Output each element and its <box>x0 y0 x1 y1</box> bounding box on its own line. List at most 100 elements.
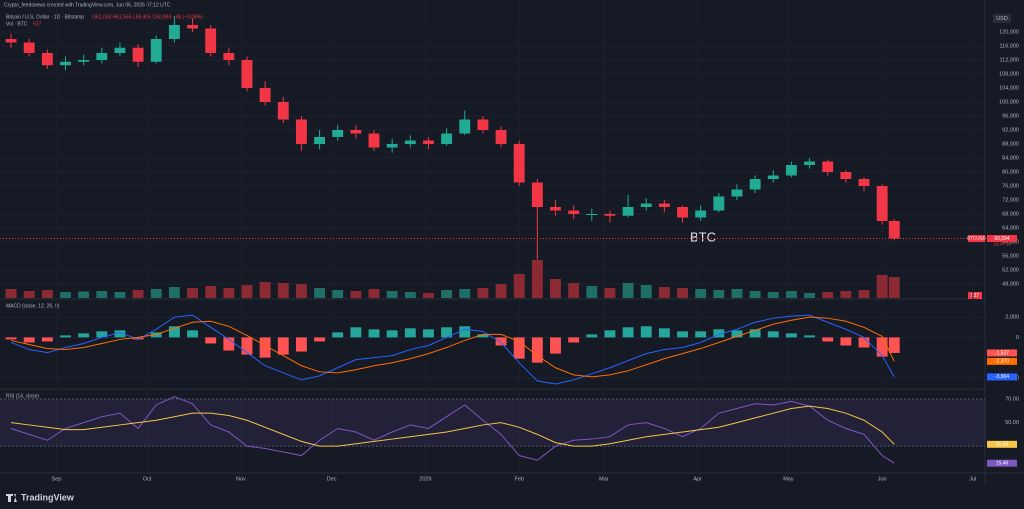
volume-bar <box>132 290 144 298</box>
candle-body <box>749 179 761 190</box>
macd-histogram-bar <box>459 326 471 338</box>
rsi-badge-text: 15.46 <box>996 461 1009 467</box>
y-tick-label: 70.00 <box>1005 397 1019 403</box>
macd-histogram-bar <box>277 337 289 355</box>
candle-body <box>531 182 543 207</box>
macd-histogram-bar <box>658 328 670 338</box>
rsi-title: RSI (14, close) <box>6 393 39 399</box>
candle-body <box>150 39 162 62</box>
candle-body <box>96 53 108 60</box>
candle-body <box>60 61 71 66</box>
volume-bar <box>477 288 489 298</box>
candle-body <box>423 140 434 144</box>
macd-histogram-bar <box>295 337 307 352</box>
macd-histogram-bar <box>477 334 489 338</box>
macd-histogram-bar <box>604 330 616 338</box>
rsi-band <box>0 399 985 447</box>
currency[interactable]: USD <box>996 16 1008 22</box>
volume-bar <box>713 290 725 298</box>
candle-body <box>295 119 307 144</box>
volume-bar <box>822 292 834 298</box>
macd-histogram-bar <box>804 335 816 338</box>
candle-body <box>441 133 453 144</box>
indicator-line <box>10 396 895 464</box>
x-tick-label: Nov <box>236 476 246 482</box>
candle-body <box>386 144 398 148</box>
macd-histogram-bar <box>858 337 870 348</box>
attribution: Crypto_feedsnews created with TradingVie… <box>4 2 171 8</box>
watermark: BTC <box>690 229 716 244</box>
y-tick-label: 48,000 <box>1002 281 1019 287</box>
y-tick-label: 52,000 <box>1002 267 1019 273</box>
volume-bar <box>350 291 362 298</box>
x-tick-label: Jun <box>878 476 887 482</box>
candle-body <box>332 130 344 137</box>
candle-body <box>658 203 670 207</box>
brand[interactable]: TradingView <box>6 492 75 502</box>
macd-histogram-bar <box>96 331 108 338</box>
y-tick-label: 116,000 <box>1000 43 1019 49</box>
candle-body <box>840 172 852 179</box>
brand-name[interactable]: TradingView <box>21 492 75 502</box>
y-tick-label: 56,000 <box>1002 253 1019 259</box>
candle-body <box>5 39 17 43</box>
volume-bar <box>23 291 35 298</box>
macd-histogram-bar <box>5 337 17 340</box>
y-tick-label: 68,000 <box>1002 211 1019 217</box>
candle-body <box>78 60 90 62</box>
brand-logo[interactable] <box>6 494 17 502</box>
macd-histogram-bar <box>550 337 561 354</box>
indicator-line <box>10 405 895 447</box>
macd-badge <box>987 373 1017 381</box>
macd-histogram-bar <box>749 329 761 338</box>
macd-histogram-bar <box>187 330 198 338</box>
volume-bar <box>404 292 416 298</box>
volume-bar <box>858 290 870 298</box>
volume-bar <box>695 289 707 298</box>
volume-bar <box>41 290 53 298</box>
price-badge <box>987 235 1017 243</box>
candle-body <box>604 214 616 216</box>
volume-bar <box>604 288 616 298</box>
macd-histogram-bar <box>586 334 598 338</box>
volume-bar <box>513 274 525 298</box>
indicator-line <box>10 316 895 378</box>
x-tick-label: Mar <box>599 476 609 482</box>
volume-bar <box>840 291 852 298</box>
volume-bar <box>804 293 816 298</box>
volume-bar <box>314 288 326 298</box>
volume-bar <box>114 292 126 298</box>
candle-body <box>858 179 870 186</box>
candle-body <box>350 130 362 134</box>
y-tick-label: 84,000 <box>1002 155 1019 161</box>
y-tick-label: 64,000 <box>1002 225 1019 231</box>
macd-badge <box>987 357 1017 365</box>
rsi-badge <box>987 440 1017 448</box>
x-tick-label: Apr <box>693 476 702 482</box>
volume-bar <box>888 277 900 298</box>
candle-body <box>513 144 525 183</box>
y-tick-label: 2,000 <box>1005 315 1019 321</box>
countdown: 16:47:10 <box>993 242 1011 247</box>
x-tick-label: 2026 <box>419 476 431 482</box>
candle-body <box>767 175 779 179</box>
volume-bar <box>749 291 761 298</box>
volume-bar <box>785 291 797 298</box>
volume-bar <box>259 282 271 298</box>
volume-bar <box>277 283 289 298</box>
volume-bar <box>531 260 543 298</box>
macd-badge-text: -2,370 <box>995 359 1009 365</box>
x-tick-label: May <box>783 476 794 482</box>
candle-body <box>23 42 35 53</box>
volume-bar <box>78 291 90 298</box>
volume-bar <box>96 291 108 298</box>
macd-histogram-bar <box>223 337 235 351</box>
candle-body <box>785 165 797 176</box>
macd-histogram-bar <box>822 337 834 342</box>
volume-bar <box>423 293 434 298</box>
macd-histogram-bar <box>767 331 779 338</box>
macd-histogram-bar <box>168 326 180 338</box>
currency-box[interactable] <box>993 14 1011 23</box>
candle-body <box>187 25 198 29</box>
histogram-badge <box>987 349 1017 357</box>
